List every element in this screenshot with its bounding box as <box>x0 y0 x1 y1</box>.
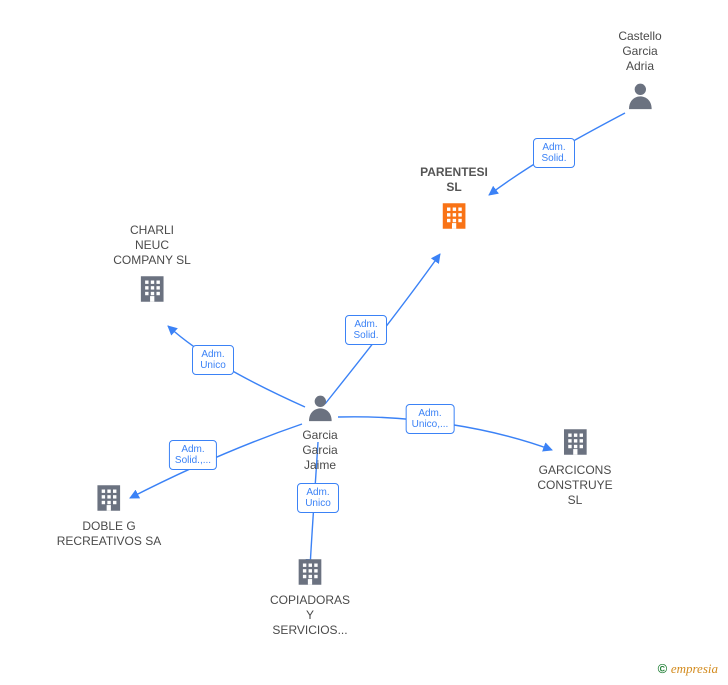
node-dobleg[interactable]: DOBLE G RECREATIVOS SA <box>57 481 161 549</box>
node-label: PARENTESI SL <box>420 165 488 195</box>
building-icon <box>57 481 161 515</box>
building-icon <box>537 425 612 459</box>
edge-label: Adm. Unico <box>192 345 234 375</box>
node-castello[interactable]: Castello Garcia Adria <box>618 29 661 112</box>
edge-label: Adm. Unico,... <box>406 404 455 434</box>
edge-label: Adm. Unico <box>297 483 339 513</box>
node-label: DOBLE G RECREATIVOS SA <box>57 519 161 549</box>
edge-label: Adm. Solid. <box>345 315 387 345</box>
copyright-symbol: © <box>658 661 668 676</box>
edge-label: Adm. Solid.,... <box>169 440 217 470</box>
watermark: © empresia <box>658 661 718 677</box>
person-icon <box>302 390 337 424</box>
edge-label: Adm. Solid. <box>533 138 575 168</box>
node-label: Garcia Garcia Jaime <box>302 428 337 473</box>
node-parentesi[interactable]: PARENTESI SL <box>420 165 488 233</box>
building-icon <box>270 555 350 589</box>
node-label: Castello Garcia Adria <box>618 29 661 74</box>
network-diagram: Castello Garcia Adria PARENTESI SL CHARLI … <box>0 0 728 685</box>
person-icon <box>618 78 661 112</box>
node-charli[interactable]: CHARLI NEUC COMPANY SL <box>113 223 191 306</box>
building-icon <box>420 199 488 233</box>
node-garcicons[interactable]: GARCICONS CONSTRUYE SL <box>537 425 612 508</box>
building-icon <box>113 272 191 306</box>
node-garcia[interactable]: Garcia Garcia Jaime <box>302 390 337 473</box>
edge-garcia-charli <box>168 326 305 407</box>
node-label: CHARLI NEUC COMPANY SL <box>113 223 191 268</box>
node-label: COPIADORAS Y SERVICIOS... <box>270 593 350 638</box>
brand-name: empresia <box>671 661 718 676</box>
node-label: GARCICONS CONSTRUYE SL <box>537 463 612 508</box>
node-copiadoras[interactable]: COPIADORAS Y SERVICIOS... <box>270 555 350 638</box>
